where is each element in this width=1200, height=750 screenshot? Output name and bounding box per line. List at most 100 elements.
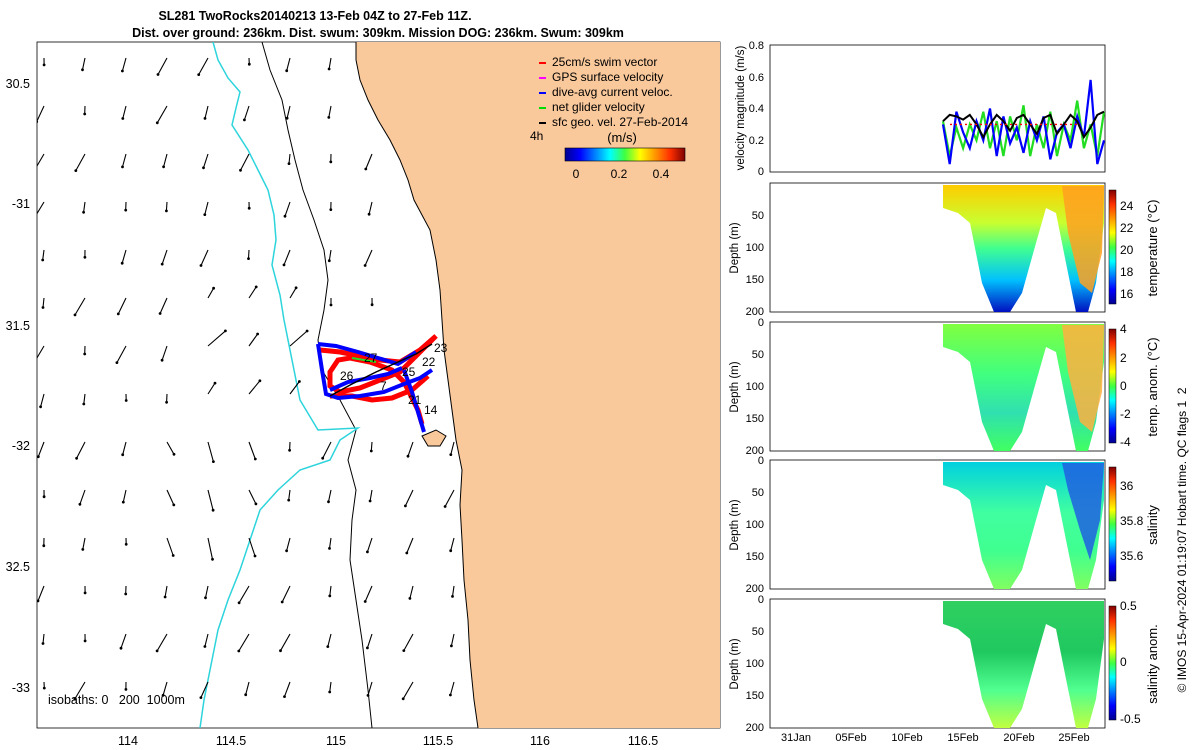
- current-vector: [204, 201, 209, 215]
- x-tick-label: 114.5: [216, 734, 246, 748]
- current-vector-head: [121, 117, 125, 120]
- current-vector: [166, 441, 175, 455]
- colorbar-tick: 20: [1120, 243, 1134, 257]
- isobaths-label: isobaths: 0 200 1000m: [48, 693, 185, 707]
- current-vector: [286, 105, 291, 119]
- current-vector-head: [328, 594, 332, 598]
- fresh-patch: [1062, 463, 1104, 560]
- current-vector: [245, 681, 250, 695]
- x-tick-label: 115.5: [423, 734, 453, 748]
- legend-label: net glider velocity: [552, 100, 645, 114]
- current-vector-head: [247, 206, 251, 210]
- current-vector: [444, 489, 455, 507]
- current-vector-head: [449, 693, 452, 697]
- speed-colorbar: [564, 147, 686, 162]
- current-vector-head: [197, 73, 201, 76]
- temp-anomaly-colorbar: [1108, 328, 1117, 444]
- current-vector-head: [327, 259, 331, 263]
- current-vector-head: [247, 257, 250, 260]
- y-tick-label: 100: [746, 381, 764, 393]
- current-vector-head: [327, 67, 331, 71]
- current-vector-head: [199, 696, 203, 699]
- current-vector-head: [327, 116, 331, 119]
- current-vector-head: [212, 286, 216, 290]
- warm-patch: [1062, 325, 1104, 432]
- current-vector-head: [81, 68, 84, 72]
- current-vector-head: [244, 693, 248, 697]
- current-vector: [409, 585, 414, 599]
- current-vector: [328, 105, 332, 118]
- current-vector: [370, 441, 373, 452]
- current-vector-head: [121, 69, 124, 73]
- current-vector-head: [247, 62, 251, 66]
- current-vector-head: [41, 306, 45, 309]
- current-vector: [121, 249, 127, 264]
- current-vector: [248, 286, 257, 299]
- current-vector: [164, 585, 168, 598]
- current-vector: [402, 681, 414, 700]
- current-vector: [122, 105, 127, 119]
- current-vector-head: [287, 498, 291, 502]
- salinity-colorbar: [1108, 466, 1117, 582]
- current-vector-head: [37, 455, 40, 459]
- current-vector-head: [363, 264, 367, 267]
- current-vector-head: [83, 352, 87, 356]
- time-tick-label: 15Feb: [947, 732, 978, 744]
- current-vector-head: [283, 214, 287, 218]
- current-vector-head: [165, 209, 168, 213]
- velocity-series-line: [941, 100, 1106, 157]
- y-tick-label: 50: [752, 349, 764, 361]
- time-tick-label: 10Feb: [891, 732, 922, 744]
- current-vector-head: [369, 449, 373, 453]
- y-tick-label: 200: [746, 445, 764, 457]
- current-vector-head: [401, 697, 405, 701]
- current-vector-head: [124, 208, 128, 212]
- colorbar-tick: 2: [1120, 351, 1127, 365]
- current-vector-head: [121, 453, 125, 457]
- current-vector: [240, 153, 250, 171]
- current-vector-head: [451, 595, 454, 598]
- current-vector-head: [42, 495, 46, 499]
- current-vector: [121, 153, 127, 168]
- current-vector-head: [449, 453, 453, 456]
- y-tick-label: 0: [758, 317, 764, 329]
- current-vector: [37, 441, 45, 457]
- current-vector: [404, 489, 414, 507]
- current-vector-head: [119, 646, 123, 650]
- salinity-panel: 0 50 100 150 200 36 35.8 35.6 Depth (m) …: [729, 455, 1160, 595]
- current-vector-head: [305, 329, 309, 333]
- current-vector-head: [42, 544, 46, 548]
- current-vector-head: [224, 329, 227, 333]
- y-tick-label: -31: [12, 197, 30, 211]
- map-x-axis: 114 114.5 115 115.5 116 116.5: [118, 734, 658, 748]
- current-vector: [74, 297, 86, 316]
- current-vector-head: [327, 500, 330, 504]
- current-vector-head: [283, 695, 286, 698]
- current-vector: [204, 585, 209, 598]
- current-vector: [248, 489, 257, 505]
- y-tick-label: 100: [746, 519, 764, 531]
- colorbar-tick: 4: [1120, 322, 1127, 336]
- velocity-series: [941, 79, 1106, 165]
- current-vector-head: [298, 380, 301, 383]
- legend-label: GPS surface velocity: [552, 70, 663, 84]
- isobath-1000: [199, 42, 361, 728]
- current-vector-head: [42, 63, 46, 67]
- current-vector: [42, 249, 45, 261]
- current-vector: [248, 333, 259, 347]
- current-vector: [238, 633, 250, 652]
- current-vector-head: [285, 116, 289, 120]
- current-vector: [329, 585, 332, 596]
- colorbar-tick: -2: [1120, 407, 1131, 421]
- current-vector-head: [172, 503, 176, 507]
- current-vector-head: [368, 499, 372, 503]
- current-vector: [200, 681, 209, 698]
- island: [421, 429, 447, 447]
- current-vector-head: [83, 112, 87, 116]
- depth-ylabel: Depth (m): [729, 361, 741, 412]
- current-vector: [117, 297, 127, 315]
- y-tick-label: 0.2: [749, 135, 764, 147]
- current-vector-head: [172, 452, 176, 456]
- current-vector: [327, 633, 332, 647]
